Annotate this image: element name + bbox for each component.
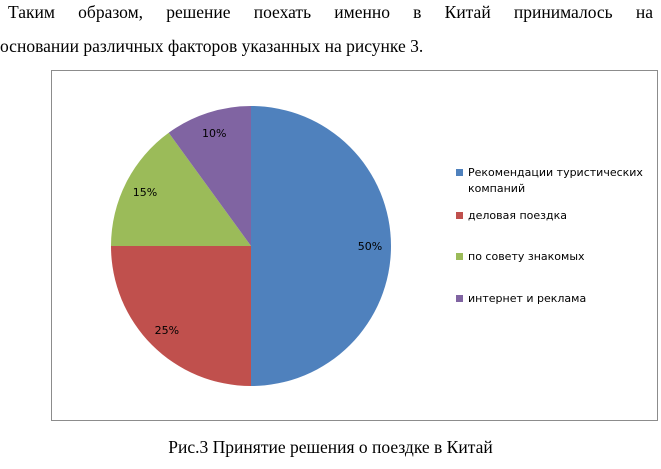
legend-label-friends-advice: по совету знакомых [468, 250, 585, 263]
pie-slice-friends-advice [111, 132, 251, 246]
legend-swatch-friends-advice [456, 253, 463, 260]
legend-item-friends-advice: по совету знакомых [456, 249, 656, 283]
pie-slice-internet-ads [168, 106, 251, 246]
legend-item-internet-ads: интернет и реклама [456, 291, 656, 307]
paragraph-line-2: основании различных факторов указанных н… [0, 36, 424, 56]
pie-chart: 50% 25% 15% 10% [111, 106, 391, 386]
data-label-business-trip: 25% [155, 324, 179, 337]
legend-label-business-trip: деловая поездка [468, 209, 567, 222]
data-label-tour-companies: 50% [358, 240, 382, 253]
legend-label-tour-companies: Рекомендации туристических компаний [468, 166, 643, 195]
figure-caption: Рис.3 Принятие решения о поездке в Китай [168, 437, 493, 457]
pie-slice-business-trip [111, 246, 251, 386]
chart-legend: Рекомендации туристических компаний дело… [456, 165, 656, 307]
paragraph-line-1: Таким образом, решение поехать именно в … [8, 2, 653, 22]
legend-swatch-business-trip [456, 212, 463, 219]
pie-chart-frame: 50% 25% 15% 10% Рекомендации туристических … [51, 70, 658, 421]
legend-item-tour-companies: Рекомендации туристических компаний [456, 165, 656, 199]
legend-swatch-tour-companies [456, 169, 463, 176]
data-label-internet-ads: 10% [202, 127, 226, 140]
legend-swatch-internet-ads [456, 295, 463, 302]
pie-slice-tour-companies [251, 106, 391, 386]
legend-item-business-trip: деловая поездка [456, 208, 656, 242]
legend-label-internet-ads: интернет и реклама [468, 292, 587, 305]
data-label-friends-advice: 15% [133, 186, 157, 199]
